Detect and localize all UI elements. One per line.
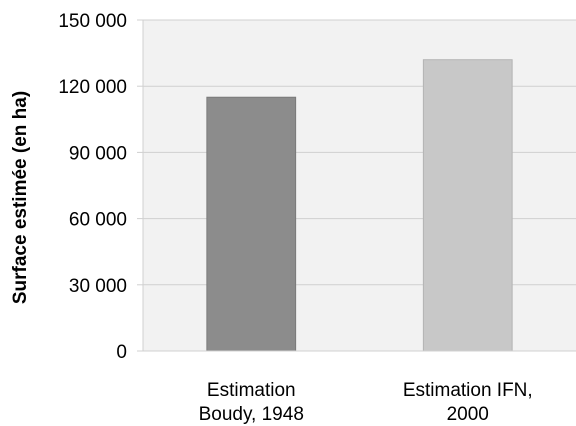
y-tick-label: 30 000 xyxy=(69,276,127,297)
y-tick-label: 120 000 xyxy=(58,77,127,98)
y-axis: 0 30 000 60 000 90 000 120 000 150 000 xyxy=(58,11,144,363)
y-tick-label: 90 000 xyxy=(69,143,127,164)
x-axis: Estimation Boudy, 1948 Estimation IFN, 2000 xyxy=(137,350,576,425)
x-category-label: Estimation Boudy, 1948 xyxy=(199,380,304,425)
y-tick-label: 150 000 xyxy=(58,11,127,32)
y-axis-title: Surface estimée (en ha) xyxy=(10,91,31,304)
bar xyxy=(206,96,297,352)
bars xyxy=(206,59,513,352)
y-tick-label: 60 000 xyxy=(69,210,127,231)
y-tick-label: 0 xyxy=(116,342,127,363)
bar xyxy=(422,59,513,352)
x-category-label: Estimation IFN, 2000 xyxy=(403,380,533,425)
